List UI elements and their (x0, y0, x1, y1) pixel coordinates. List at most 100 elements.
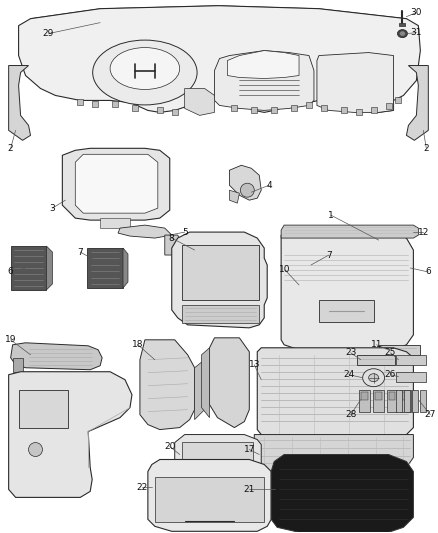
Polygon shape (209, 338, 249, 427)
Ellipse shape (400, 31, 405, 36)
Polygon shape (185, 88, 215, 116)
Bar (172, 109, 178, 116)
Text: 26: 26 (385, 370, 396, 379)
Text: 21: 21 (244, 485, 255, 494)
Bar (182, 305, 259, 323)
Polygon shape (123, 248, 128, 288)
Bar (404, 390, 410, 411)
Bar (378, 345, 420, 355)
Polygon shape (370, 246, 376, 290)
Polygon shape (201, 348, 209, 417)
Bar (420, 390, 426, 411)
Polygon shape (9, 372, 132, 497)
Text: 11: 11 (371, 340, 382, 349)
Ellipse shape (397, 30, 407, 38)
Bar (231, 106, 237, 111)
Bar (291, 106, 297, 111)
Bar (341, 108, 347, 114)
Bar (400, 390, 411, 411)
Bar (413, 390, 418, 411)
Bar (389, 392, 396, 400)
Text: 4: 4 (266, 181, 272, 190)
Bar (387, 390, 397, 411)
Ellipse shape (240, 183, 254, 197)
Bar (207, 102, 212, 108)
Ellipse shape (363, 369, 385, 386)
Polygon shape (327, 248, 332, 288)
Bar (77, 100, 83, 106)
Polygon shape (148, 459, 271, 531)
Bar (359, 390, 370, 411)
Polygon shape (100, 218, 130, 228)
Polygon shape (140, 340, 194, 430)
Polygon shape (271, 455, 413, 532)
Text: 3: 3 (49, 204, 55, 213)
Ellipse shape (93, 40, 197, 105)
Text: 1: 1 (328, 211, 334, 220)
Polygon shape (257, 348, 413, 440)
Polygon shape (31, 6, 413, 29)
Text: 17: 17 (244, 445, 255, 454)
Text: 18: 18 (132, 340, 144, 349)
Bar (306, 102, 312, 108)
Polygon shape (9, 66, 31, 140)
Text: 20: 20 (164, 442, 176, 451)
Text: 24: 24 (343, 370, 354, 379)
Bar (385, 103, 392, 109)
Bar (92, 101, 98, 108)
Ellipse shape (110, 47, 180, 90)
Bar (403, 392, 410, 400)
Bar (182, 441, 253, 473)
Polygon shape (227, 51, 299, 78)
Text: 22: 22 (136, 483, 148, 492)
Bar (319, 300, 374, 322)
Polygon shape (406, 66, 428, 140)
Polygon shape (230, 190, 239, 203)
Text: 2: 2 (8, 144, 14, 153)
Polygon shape (87, 248, 123, 288)
Bar (132, 106, 138, 111)
Text: 12: 12 (418, 228, 429, 237)
Polygon shape (254, 434, 413, 474)
Text: 29: 29 (43, 29, 54, 38)
Polygon shape (165, 235, 183, 255)
Text: 30: 30 (411, 8, 422, 17)
Bar (371, 108, 377, 114)
Bar (155, 478, 264, 522)
Polygon shape (75, 154, 158, 213)
Bar (396, 372, 426, 382)
Bar (399, 22, 406, 26)
Polygon shape (281, 225, 418, 238)
Text: 10: 10 (279, 265, 291, 274)
Text: 7: 7 (78, 247, 83, 256)
Text: 25: 25 (385, 348, 396, 357)
Text: 6: 6 (425, 268, 431, 277)
Bar (396, 355, 426, 365)
Text: 8: 8 (169, 233, 175, 243)
Bar (192, 106, 198, 111)
Text: 23: 23 (345, 348, 357, 357)
Text: 19: 19 (5, 335, 16, 344)
Polygon shape (11, 343, 102, 370)
Polygon shape (175, 434, 261, 481)
Ellipse shape (28, 442, 42, 456)
Bar (360, 392, 367, 400)
Bar (357, 355, 395, 365)
Polygon shape (172, 232, 267, 328)
Text: 31: 31 (411, 28, 422, 37)
Bar (356, 109, 362, 116)
Bar (396, 98, 402, 103)
Polygon shape (281, 233, 413, 350)
Bar (373, 390, 384, 411)
Polygon shape (215, 51, 314, 110)
Polygon shape (13, 358, 23, 372)
Text: 2: 2 (424, 144, 429, 153)
Bar (157, 108, 163, 114)
Bar (374, 392, 381, 400)
Bar (182, 245, 259, 300)
Bar (112, 101, 118, 108)
Polygon shape (118, 225, 172, 238)
Text: 28: 28 (345, 410, 357, 419)
Text: 13: 13 (248, 360, 260, 369)
Polygon shape (18, 6, 420, 112)
